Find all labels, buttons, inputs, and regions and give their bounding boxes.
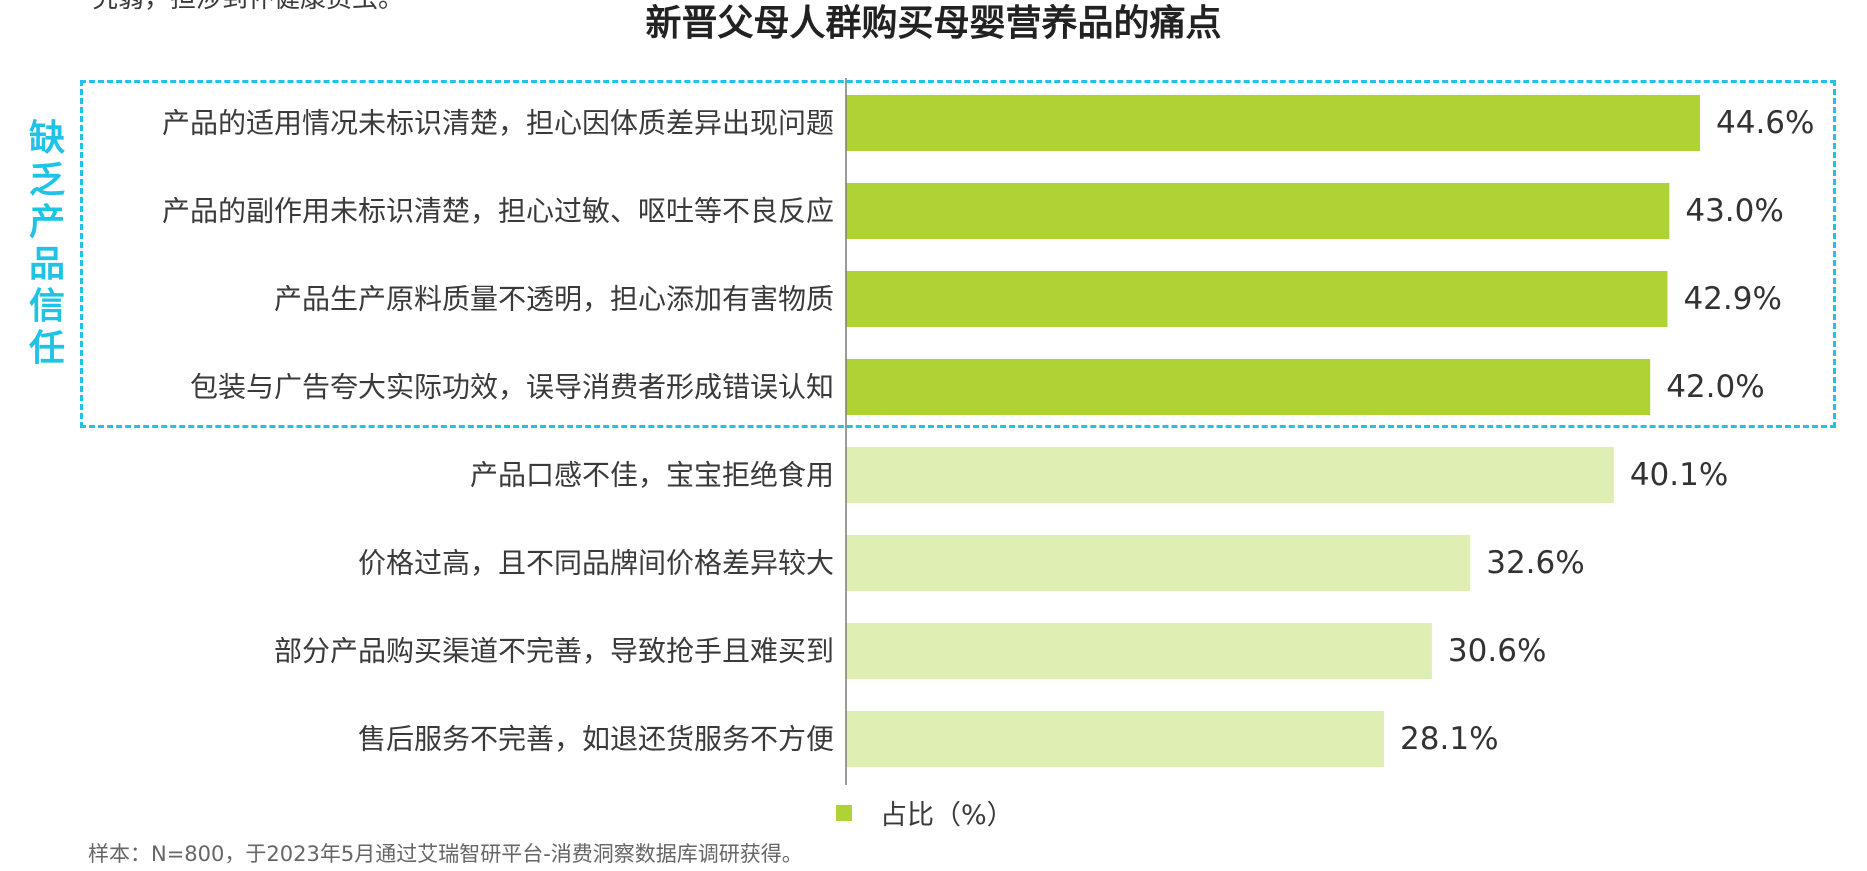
legend: 占比（%） [836, 793, 1014, 832]
bar-2 [846, 183, 1670, 239]
bar-8 [846, 711, 1385, 767]
value-label-2: 43.0% [1685, 193, 1783, 229]
bar-3 [846, 271, 1668, 327]
group-label: 缺乏产品信任 [28, 118, 65, 369]
category-label-5: 产品口感不佳，宝宝拒绝食用 [470, 459, 834, 492]
category-label-7: 部分产品购买渠道不完善，导致抢手且难买到 [274, 635, 834, 668]
category-label-8: 售后服务不完善，如退还货服务不方便 [358, 723, 834, 756]
category-label-4: 包装与广告夸大实际功效，误导消费者形成错误认知 [190, 371, 834, 404]
value-label-8: 28.1% [1400, 721, 1498, 757]
value-label-5: 40.1% [1630, 457, 1728, 493]
bar-5 [846, 447, 1614, 503]
bar-4 [846, 359, 1651, 415]
footnote: 样本：N=800，于2023年5月通过艾瑞智研平台-消费洞察数据库调研获得。 [88, 842, 803, 866]
category-label-6: 价格过高，且不同品牌间价格差异较大 [358, 547, 834, 580]
bar-6 [846, 535, 1471, 591]
chart-title: 新晋父母人群购买母婴营养品的痛点 [645, 3, 1222, 44]
legend-label: 占比（%） [880, 800, 1014, 831]
category-label-3: 产品生产原料质量不透明，担心添加有害物质 [274, 283, 834, 316]
value-label-4: 42.0% [1666, 369, 1764, 405]
value-label-6: 32.6% [1486, 545, 1584, 581]
bar-1 [846, 95, 1700, 151]
value-label-1: 44.6% [1716, 105, 1814, 141]
category-label-1: 产品的适用情况未标识清楚，担心因体质差异出现问题 [162, 107, 834, 140]
category-label-2: 产品的副作用未标识清楚，担心过敏、呕吐等不良反应 [162, 195, 834, 228]
value-label-3: 42.9% [1683, 281, 1781, 317]
legend-swatch [836, 804, 852, 821]
bar-7 [846, 623, 1432, 679]
cropped-intro-text: 究弱，担涉到怀健康资虫。 [92, 0, 404, 15]
value-label-7: 30.6% [1448, 633, 1546, 669]
